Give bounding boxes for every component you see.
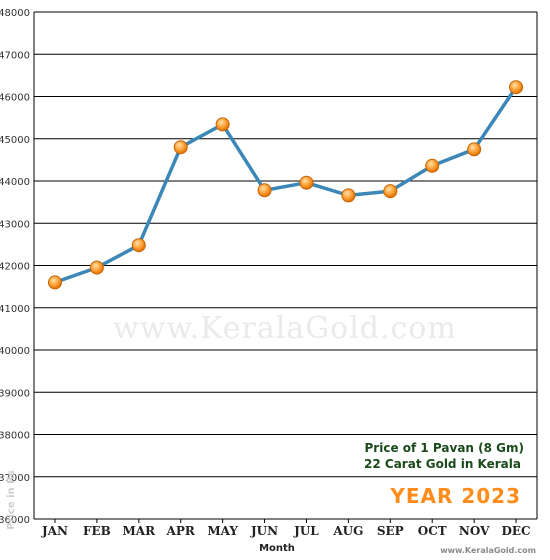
data-point-jun: [257, 183, 272, 198]
x-tick-label: MAR: [123, 524, 157, 538]
y-tick-label: 39000: [0, 388, 30, 399]
y-tick-label: 43000: [0, 219, 30, 230]
x-tick-label: AUG: [332, 524, 363, 538]
y-tick-label: 44000: [0, 177, 30, 188]
gridlines: [34, 11, 537, 520]
x-tick-label: JUN: [250, 524, 278, 538]
axes: [33, 12, 538, 520]
data-point-oct: [425, 158, 440, 173]
y-tick-label: 48000: [0, 8, 30, 19]
data-point-apr: [173, 140, 188, 155]
year-label: YEAR 2023: [389, 484, 521, 508]
y-tick-label: 40000: [0, 346, 30, 357]
data-point-nov: [467, 142, 482, 157]
data-point-dec: [509, 80, 524, 95]
x-tick-label: OCT: [418, 524, 447, 538]
x-tick-label: JAN: [41, 524, 68, 538]
annotation-pavan: Price of 1 Pavan (8 Gm): [365, 441, 525, 455]
price-series: [47, 80, 524, 290]
watermark: www.KeralaGold.com: [113, 311, 457, 346]
y-tick-label: 42000: [0, 262, 30, 273]
x-tick-label: SEP: [377, 524, 404, 538]
x-tick-label: MAY: [207, 524, 238, 538]
x-tick-label: NOV: [459, 524, 490, 538]
y-tick-label: 47000: [0, 50, 30, 61]
data-point-may: [215, 117, 230, 132]
data-point-aug: [341, 188, 356, 203]
site-credit: www.KeralaGold.com: [440, 546, 536, 555]
x-tick-label: FEB: [83, 524, 111, 538]
y-tick-label: 36000: [0, 515, 30, 526]
y-tick-label: 46000: [0, 93, 30, 104]
y-axis-label: Price in Rs: [6, 470, 17, 530]
x-tick-label: APR: [166, 524, 196, 538]
x-tick-label: JUL: [293, 524, 319, 538]
y-tick-labels: 36000 37000 38000 39000 40000 41000 42000 43000…: [0, 8, 30, 526]
y-tick-label: 38000: [0, 431, 30, 442]
data-point-mar: [131, 238, 146, 253]
data-point-jul: [299, 175, 314, 190]
data-point-jan: [47, 275, 62, 290]
data-point-sep: [383, 184, 398, 199]
data-point-feb: [89, 260, 104, 275]
price-line: [53, 85, 518, 285]
annotation-carat: 22 Carat Gold in Kerala: [364, 457, 521, 471]
x-axis-label: Month: [259, 543, 295, 554]
x-tick-labels: JAN FEB MAR APR MAY JUN JUL AUG SEP OCT NOV DEC: [41, 519, 531, 538]
y-tick-label: 37000: [0, 473, 30, 484]
x-tick-label: DEC: [501, 524, 530, 538]
y-tick-label: 45000: [0, 135, 30, 146]
y-tick-label: 41000: [0, 304, 30, 315]
